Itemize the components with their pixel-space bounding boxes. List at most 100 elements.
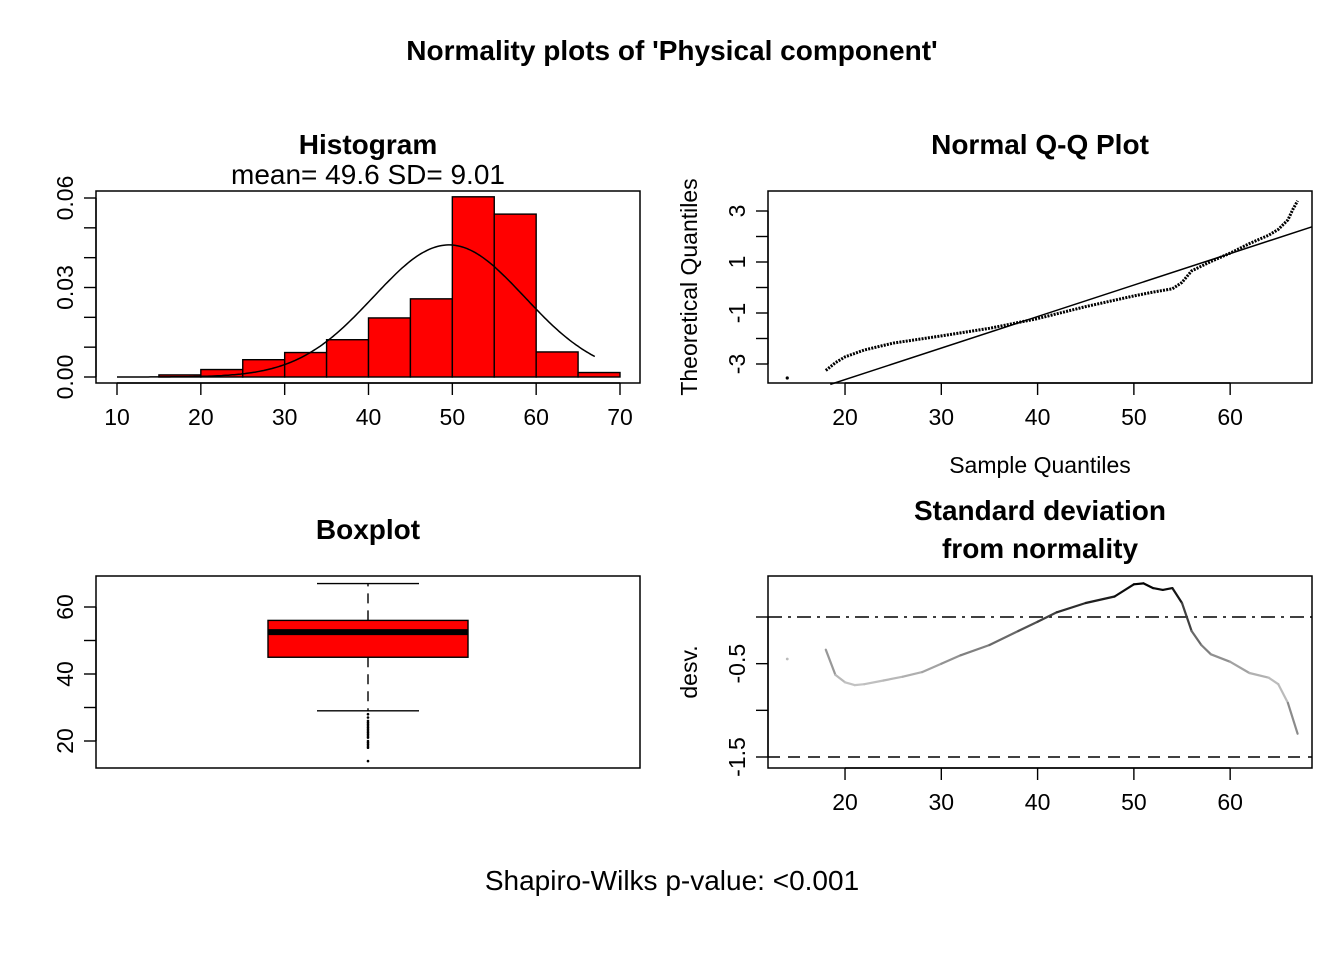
deviation-curve-segment: [1171, 586, 1184, 605]
histogram-density-curve: [117, 244, 596, 378]
qq-sample-points: [824, 200, 1299, 372]
deviation-curve-segment: [1084, 595, 1116, 605]
histogram-bar: [242, 358, 286, 378]
histogram-x-tick-label: 50: [440, 404, 466, 430]
deviation-curve-segment: [1229, 660, 1251, 675]
histogram-bar: [325, 339, 370, 378]
deviation-title-line-1: Standard deviation: [914, 495, 1166, 526]
qq-x-tick-label: 50: [1121, 404, 1147, 430]
histogram-title: Histogram: [299, 129, 437, 160]
deviation-curve-segment: [1132, 582, 1145, 586]
histogram-x-tick-label: 60: [523, 404, 549, 430]
deviation-y-label: desv.: [676, 645, 702, 698]
histogram-subtitle: mean= 49.6 SD= 9.01: [231, 159, 505, 190]
deviation-curve-segment: [824, 648, 837, 677]
shapiro-wilks-footer: Shapiro-Wilks p-value: <0.001: [485, 865, 859, 896]
boxplot-outlier: [366, 736, 370, 739]
qq-y-axis: -3 -1 1 3: [724, 205, 769, 374]
histogram-bar: [493, 213, 537, 378]
qq-y-tick-label: 3: [724, 205, 750, 218]
deviation-curve-segment: [901, 670, 924, 678]
histogram-x-tick-label: 70: [607, 404, 633, 430]
deviation-curve-segment: [1142, 582, 1155, 590]
deviation-curve: [824, 582, 1299, 735]
qq-x-tick-label: 60: [1217, 404, 1243, 430]
histogram-y-tick-label: 0.03: [52, 265, 78, 310]
boxplot-elements: [267, 582, 469, 763]
main-title: Normality plots of 'Physical component': [406, 35, 937, 66]
deviation-curve-segment: [863, 679, 885, 686]
qq-plot-frame: [767, 190, 1313, 384]
deviation-curve-segment: [1151, 586, 1164, 592]
deviation-curve-segment: [988, 629, 1020, 647]
histogram-y-axis: 0.00 0.03 0.06: [52, 176, 97, 400]
boxplot-y-tick-label: 40: [52, 661, 78, 687]
qq-title: Normal Q-Q Plot: [931, 129, 1149, 160]
qq-reference-line: [830, 226, 1313, 386]
histogram-bar: [451, 196, 495, 378]
deviation-curve-segment: [1277, 683, 1290, 705]
deviation-curve-segment: [1055, 601, 1087, 614]
boxplot-panel: Boxplot 20 40 60: [52, 514, 641, 769]
histogram-x-tick-label: 10: [104, 404, 130, 430]
deviation-curve-segment: [959, 643, 991, 657]
deviation-curve-segment: [1180, 601, 1193, 633]
deviation-curve-segment: [834, 673, 847, 684]
deviation-curve-segment: [882, 675, 904, 682]
deviation-panel: Standard deviation from normality 20 30 40…: [676, 495, 1313, 815]
histogram-bar: [283, 351, 328, 378]
deviation-curve-segment: [1267, 676, 1280, 686]
deviation-x-axis: 20 30 40 50 60: [832, 767, 1243, 815]
qq-x-tick-label: 30: [929, 404, 955, 430]
qq-y-tick-label: -3: [724, 354, 750, 374]
deviation-plot-frame: [767, 575, 1313, 769]
boxplot-outlier: [366, 716, 370, 719]
histogram-bars: [158, 196, 621, 378]
qq-x-label: Sample Quantiles: [949, 452, 1131, 478]
qq-x-tick-label: 40: [1025, 404, 1051, 430]
deviation-curve-segment: [920, 662, 943, 674]
histogram-y-tick-label: 0.00: [52, 355, 78, 400]
boxplot-y-tick-label: 20: [52, 728, 78, 754]
deviation-x-tick-label: 30: [929, 789, 955, 815]
histogram-x-tick-label: 20: [188, 404, 214, 430]
deviation-title-line-2: from normality: [942, 533, 1138, 564]
deviation-curve-segment: [1286, 701, 1299, 735]
deviation-curve-segment: [843, 681, 856, 687]
histogram-bar: [535, 351, 579, 378]
boxplot-outlier: [366, 712, 370, 716]
histogram-x-tick-label: 40: [356, 404, 382, 430]
deviation-curve-segment: [1190, 629, 1203, 647]
histogram-bar: [577, 371, 621, 378]
deviation-curve-segment: [1248, 671, 1270, 679]
qq-x-tick-label: 20: [832, 404, 858, 430]
histogram-panel: Histogram mean= 49.6 SD= 9.01 10 20 30 40 50…: [52, 129, 641, 430]
qq-panel: Normal Q-Q Plot 20 30 40 50 60 -3 -1 1 3 Sample…: [676, 129, 1313, 478]
deviation-curve-segment: [1113, 583, 1136, 598]
deviation-y-tick-label: -0.5: [724, 644, 750, 684]
deviation-curve-segment: [1017, 620, 1039, 633]
boxplot-plot-frame: [95, 575, 641, 769]
deviation-x-tick-label: 50: [1121, 789, 1147, 815]
qq-outlier-point: [785, 376, 789, 380]
histogram-x-tick-label: 30: [272, 404, 298, 430]
boxplot-outlier: [366, 759, 370, 763]
deviation-x-tick-label: 60: [1217, 789, 1243, 815]
deviation-curve-segment: [853, 683, 866, 687]
boxplot-y-tick-label: 60: [52, 594, 78, 620]
qq-y-tick-label: 1: [724, 256, 750, 269]
boxplot-y-axis: 20 40 60: [52, 594, 97, 754]
deviation-curve-segment: [940, 654, 962, 665]
deviation-curve-segment: [1209, 653, 1232, 663]
deviation-curve-segment: [1036, 611, 1058, 623]
deviation-x-tick-label: 40: [1025, 789, 1051, 815]
deviation-curve-segment: [1200, 643, 1213, 656]
deviation-x-tick-label: 20: [832, 789, 858, 815]
deviation-outlier-point: [785, 657, 789, 661]
boxplot-title: Boxplot: [316, 514, 420, 545]
qq-x-axis: 20 30 40 50 60: [832, 382, 1243, 430]
qq-y-label: Theoretical Quantiles: [676, 178, 702, 395]
histogram-bar: [367, 317, 412, 378]
deviation-y-axis: -1.5 -0.5: [724, 616, 769, 777]
